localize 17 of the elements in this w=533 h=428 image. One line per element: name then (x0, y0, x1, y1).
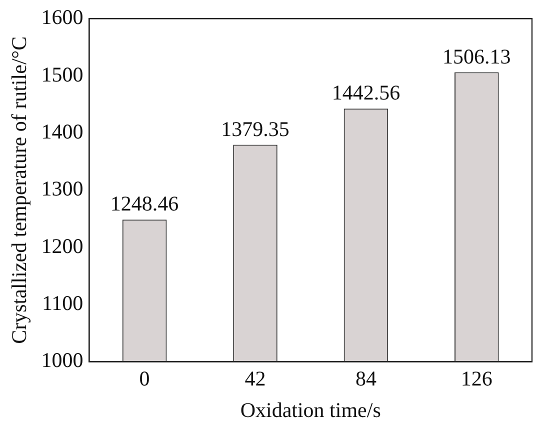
y-tick-label: 1200 (41, 234, 84, 258)
data-label: 1506.13 (442, 44, 511, 68)
x-axis-title: Oxidation time/s (240, 398, 381, 422)
data-label: 1442.56 (332, 80, 400, 105)
y-tick-label: 1000 (41, 348, 84, 372)
x-tick-label: 84 (355, 366, 377, 391)
y-tick-label: 1300 (41, 176, 84, 201)
y-tick-label: 1600 (41, 5, 84, 30)
y-tick-label: 1100 (42, 290, 84, 315)
y-tick-label: 1400 (41, 119, 84, 144)
x-tick-label: 42 (244, 366, 266, 391)
data-label: 1379.35 (221, 116, 290, 141)
y-tick-label: 1500 (41, 62, 84, 86)
x-tick-label: 126 (460, 366, 492, 391)
y-axis-title: Crystallized temperature of rutile/°C (7, 36, 32, 344)
data-label: 1248.46 (110, 192, 179, 216)
x-tick-label: 0 (139, 366, 150, 391)
